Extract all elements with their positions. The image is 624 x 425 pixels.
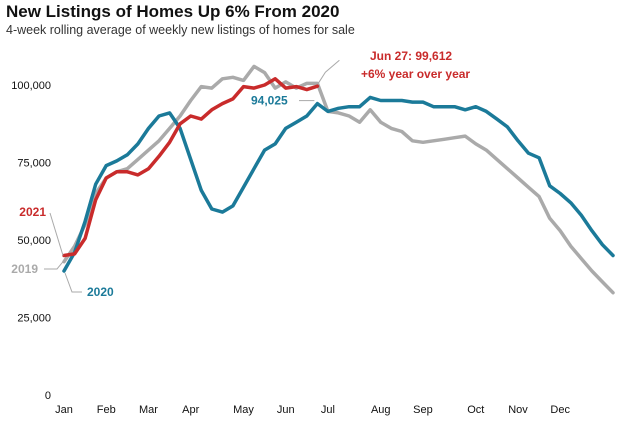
- x-tick-label: Dec: [550, 404, 570, 416]
- series-line-2020: [62, 95, 615, 273]
- legend-label-2021: 2021: [19, 205, 46, 219]
- 2019-label-leader: [44, 261, 64, 270]
- x-tick-label: Oct: [467, 404, 484, 416]
- x-tick-label: Nov: [508, 404, 528, 416]
- chart-subtitle: 4-week rolling average of weekly new lis…: [6, 23, 355, 37]
- chart-title: New Listings of Homes Up 6% From 2020: [6, 2, 340, 21]
- x-tick-label: Mar: [139, 404, 158, 416]
- annotation-yoy-change: +6% year over year: [361, 67, 470, 81]
- annotation-2020-value: 94,025: [251, 94, 288, 108]
- 2020-label-leader: [64, 272, 82, 293]
- x-tick-label: Jan: [55, 404, 73, 416]
- x-tick-label: Aug: [371, 404, 391, 416]
- y-tick-label: 50,000: [17, 235, 51, 247]
- x-tick-label: May: [233, 404, 254, 416]
- legend-label-2020: 2020: [87, 285, 114, 299]
- annotation-jun27-value: Jun 27: 99,612: [370, 49, 452, 63]
- 2021-label-leader: [49, 212, 64, 256]
- x-tick-label: Jul: [321, 404, 335, 416]
- x-tick-label: Jun: [277, 404, 295, 416]
- legend-label-2019: 2019: [11, 262, 38, 276]
- y-tick-label: 100,000: [11, 80, 51, 92]
- x-tick-label: Sep: [413, 404, 433, 416]
- y-tick-label: 0: [45, 390, 51, 402]
- x-tick-label: Feb: [97, 404, 116, 416]
- y-tick-label: 25,000: [17, 313, 51, 325]
- jun27-annotation-leader: [317, 59, 340, 84]
- series-line-2021: [62, 77, 320, 258]
- series-line-2019: [62, 64, 615, 295]
- y-tick-label: 75,000: [17, 158, 51, 170]
- x-tick-label: Apr: [182, 404, 199, 416]
